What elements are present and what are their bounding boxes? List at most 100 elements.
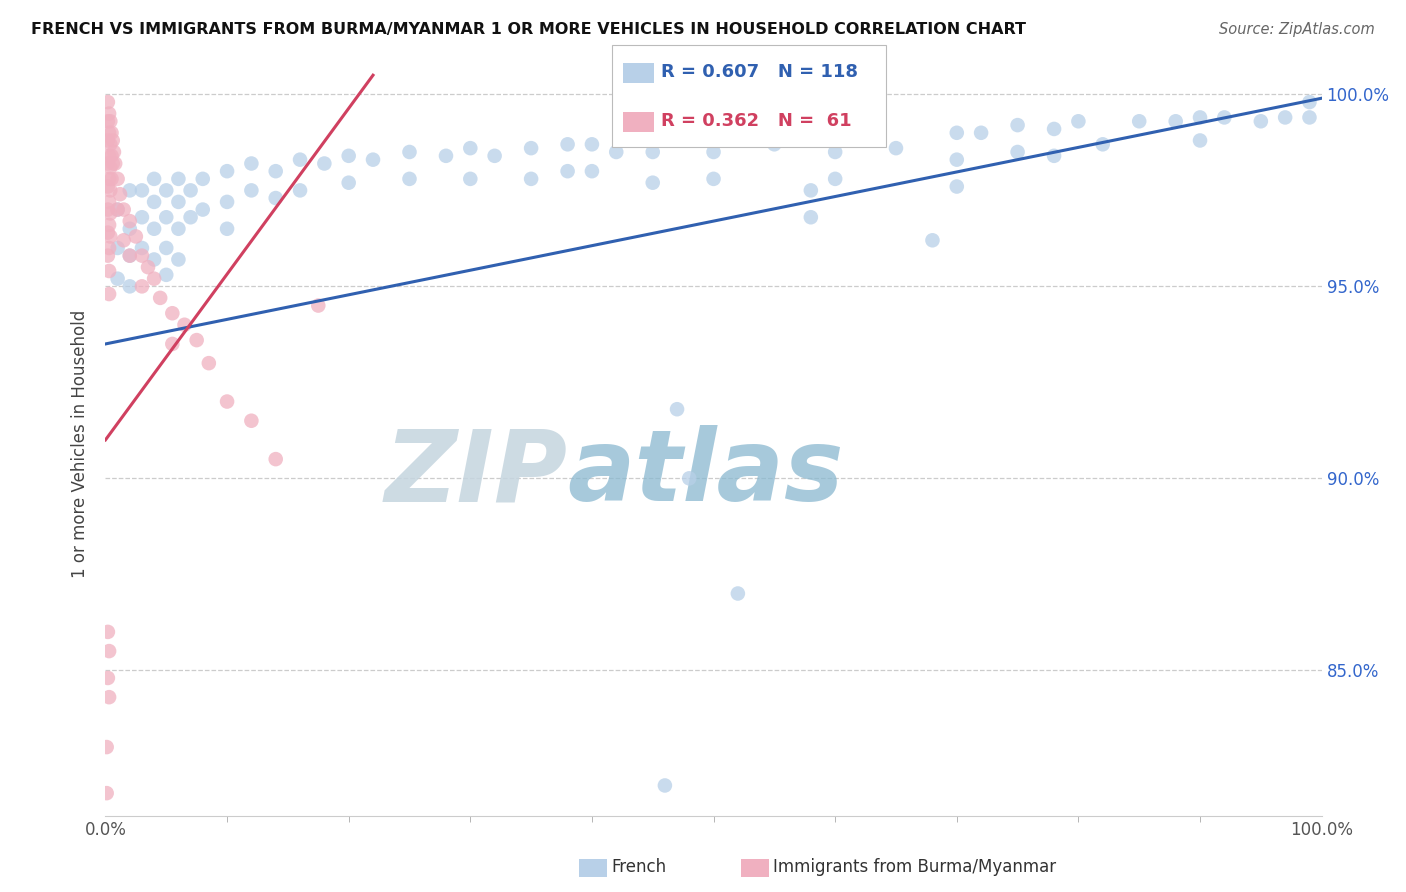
Point bbox=[641, 176, 664, 190]
Point bbox=[136, 260, 159, 275]
Point bbox=[641, 145, 664, 159]
Point bbox=[1067, 114, 1090, 128]
Point bbox=[167, 252, 190, 267]
Point bbox=[97, 95, 120, 109]
Point bbox=[108, 187, 131, 202]
Point bbox=[264, 164, 287, 178]
Point bbox=[240, 414, 263, 428]
Point bbox=[191, 202, 214, 217]
Point bbox=[98, 229, 121, 244]
Point bbox=[800, 183, 823, 197]
Point bbox=[97, 202, 120, 217]
Point bbox=[1043, 149, 1066, 163]
Point bbox=[98, 137, 121, 152]
Point bbox=[605, 145, 627, 159]
Point bbox=[824, 172, 846, 186]
Point bbox=[98, 218, 121, 232]
Point bbox=[581, 164, 603, 178]
Point bbox=[112, 233, 135, 247]
Point bbox=[337, 149, 360, 163]
Point bbox=[98, 126, 121, 140]
Point bbox=[118, 183, 141, 197]
Point bbox=[458, 141, 481, 155]
Point bbox=[118, 279, 141, 293]
Point bbox=[945, 153, 967, 167]
Point bbox=[98, 206, 121, 220]
Text: FRENCH VS IMMIGRANTS FROM BURMA/MYANMAR 1 OR MORE VEHICLES IN HOUSEHOLD CORRELAT: FRENCH VS IMMIGRANTS FROM BURMA/MYANMAR … bbox=[31, 22, 1026, 37]
Point bbox=[1007, 145, 1029, 159]
Point bbox=[98, 194, 121, 209]
Point bbox=[143, 194, 166, 209]
Point bbox=[97, 624, 120, 639]
Point bbox=[98, 644, 121, 658]
Point bbox=[264, 452, 287, 467]
Point bbox=[98, 106, 121, 120]
Point bbox=[118, 249, 141, 263]
Point bbox=[149, 291, 172, 305]
Point bbox=[100, 172, 122, 186]
Point bbox=[155, 268, 177, 282]
Point bbox=[1128, 114, 1150, 128]
Point bbox=[945, 179, 967, 194]
Point bbox=[100, 126, 122, 140]
Point bbox=[167, 221, 190, 235]
Point bbox=[484, 149, 506, 163]
Point bbox=[186, 333, 208, 347]
Point bbox=[945, 126, 967, 140]
Point bbox=[1298, 111, 1320, 125]
Point bbox=[337, 176, 360, 190]
Point bbox=[162, 337, 184, 351]
Point bbox=[131, 241, 153, 255]
Point bbox=[240, 183, 263, 197]
Point bbox=[288, 153, 311, 167]
Point bbox=[131, 279, 153, 293]
Point bbox=[98, 114, 121, 128]
Point bbox=[167, 194, 190, 209]
Point bbox=[104, 156, 127, 170]
Text: R = 0.362   N =  61: R = 0.362 N = 61 bbox=[661, 112, 852, 130]
Point bbox=[101, 133, 124, 147]
Point bbox=[434, 149, 457, 163]
Point bbox=[217, 394, 239, 409]
Point bbox=[240, 156, 263, 170]
Point bbox=[678, 471, 700, 485]
Point bbox=[98, 690, 121, 705]
Point bbox=[198, 356, 221, 370]
Point bbox=[173, 318, 195, 332]
Point bbox=[307, 299, 329, 313]
Text: atlas: atlas bbox=[568, 425, 844, 522]
Point bbox=[848, 133, 870, 147]
Point bbox=[1298, 95, 1320, 109]
Point bbox=[702, 145, 725, 159]
Point bbox=[1043, 122, 1066, 136]
Point bbox=[155, 241, 177, 255]
Point bbox=[98, 241, 121, 255]
Point bbox=[557, 137, 579, 152]
Point bbox=[167, 172, 190, 186]
Text: Source: ZipAtlas.com: Source: ZipAtlas.com bbox=[1219, 22, 1375, 37]
Point bbox=[1007, 118, 1029, 132]
Point bbox=[118, 221, 141, 235]
Point bbox=[180, 211, 202, 225]
Point bbox=[288, 183, 311, 197]
Point bbox=[98, 183, 121, 197]
Point bbox=[107, 202, 129, 217]
Point bbox=[581, 137, 603, 152]
Point bbox=[162, 306, 184, 320]
Point bbox=[727, 586, 749, 600]
Point bbox=[101, 156, 124, 170]
Point bbox=[107, 271, 129, 285]
Point bbox=[98, 149, 121, 163]
Point bbox=[143, 221, 166, 235]
Point bbox=[398, 145, 420, 159]
Point bbox=[100, 149, 122, 163]
Point bbox=[361, 153, 384, 167]
Point bbox=[107, 241, 129, 255]
Point bbox=[970, 126, 993, 140]
Point bbox=[155, 183, 177, 197]
Text: ZIP: ZIP bbox=[385, 425, 568, 522]
Point bbox=[520, 172, 543, 186]
Point bbox=[103, 145, 125, 159]
Point bbox=[107, 172, 129, 186]
Point bbox=[191, 172, 214, 186]
